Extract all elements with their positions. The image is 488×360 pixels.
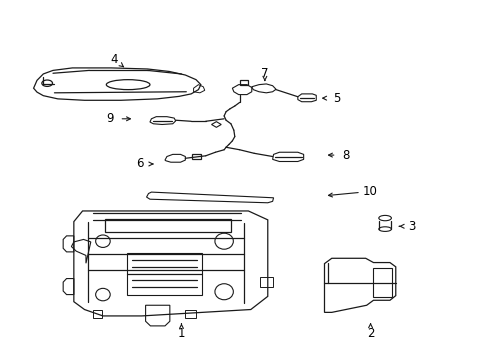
Bar <box>239 80 248 85</box>
Bar <box>373 267 391 297</box>
Text: 3: 3 <box>407 220 415 233</box>
Text: 2: 2 <box>366 327 373 340</box>
Text: 7: 7 <box>261 67 268 80</box>
Bar <box>192 154 201 159</box>
Text: 9: 9 <box>106 112 113 125</box>
Text: 1: 1 <box>177 327 185 340</box>
Bar <box>105 219 231 231</box>
Text: 6: 6 <box>136 157 144 171</box>
Text: 10: 10 <box>363 185 377 198</box>
Text: 5: 5 <box>332 92 340 105</box>
Text: 8: 8 <box>342 149 349 162</box>
Bar <box>127 253 202 294</box>
Text: 4: 4 <box>111 53 118 66</box>
